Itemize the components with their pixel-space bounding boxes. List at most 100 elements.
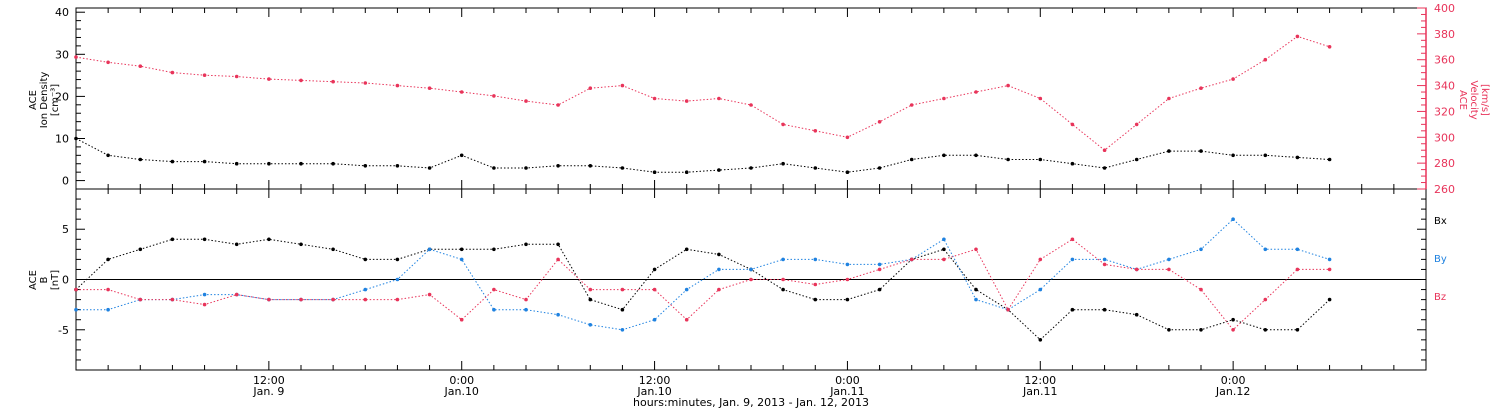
data-point-bz — [1038, 257, 1043, 262]
data-point-velocity — [524, 99, 528, 103]
data-point-density — [106, 153, 110, 158]
data-points — [74, 34, 1332, 342]
density-y-tick-label: 0 — [62, 175, 69, 188]
data-point-bz — [942, 257, 946, 262]
data-point-bx — [234, 242, 239, 247]
data-point-density — [524, 166, 528, 170]
data-point-density — [556, 164, 560, 168]
x-tick-date: Jan. 9 — [252, 385, 284, 398]
data-point-velocity — [781, 122, 785, 127]
velocity-y-tick-label: 300 — [1434, 131, 1455, 144]
data-point-bz — [974, 247, 978, 252]
x-tick-time: 12:00 — [253, 374, 285, 387]
data-point-bx — [652, 267, 657, 272]
data-point-bx — [717, 252, 721, 257]
data-point-density — [395, 164, 400, 168]
data-point-velocity — [845, 135, 850, 140]
data-point-bx — [524, 242, 528, 247]
data-point-bz — [620, 287, 625, 292]
data-point-by — [749, 267, 753, 272]
x-axis-label: hours:minutes, Jan. 9, 2013 - Jan. 12, 2… — [633, 396, 869, 409]
data-point-density — [1006, 157, 1010, 162]
data-point-velocity — [267, 77, 271, 81]
data-point-bz — [492, 287, 496, 292]
data-point-bz — [652, 287, 657, 292]
data-point-bx — [942, 247, 946, 252]
series-trace-velocity — [75, 35, 1330, 151]
data-point-by — [1327, 257, 1332, 262]
data-point-density — [331, 161, 335, 166]
data-point-density — [492, 166, 496, 170]
b-y-tick-label: 5 — [62, 223, 69, 236]
data-point-by — [459, 257, 464, 262]
data-point-density — [1102, 166, 1107, 170]
data-point-velocity — [234, 74, 239, 79]
data-point-velocity — [1102, 148, 1107, 152]
data-point-velocity — [74, 55, 78, 59]
b-ylabel-line2: B — [39, 276, 50, 283]
x-tick-date: Jan.12 — [1215, 385, 1250, 398]
data-point-by — [74, 307, 78, 312]
data-point-velocity — [363, 81, 368, 85]
series-trace-density — [75, 138, 1330, 173]
data-point-by — [363, 287, 368, 292]
x-tick-time: 0:00 — [1221, 374, 1246, 387]
data-point-bz — [234, 292, 239, 297]
data-point-by — [588, 323, 593, 327]
density-y-tick-label: 30 — [55, 48, 69, 61]
data-point-bx — [492, 247, 496, 252]
data-point-bx — [1199, 328, 1203, 332]
data-point-density — [267, 161, 271, 166]
data-point-velocity — [1134, 122, 1139, 127]
data-point-bx — [877, 287, 882, 292]
series-trace-bz — [76, 238, 1330, 331]
data-point-bx — [1102, 307, 1107, 312]
data-point-bx — [331, 247, 335, 252]
data-point-bz — [845, 277, 850, 282]
data-point-bz — [299, 297, 303, 302]
data-point-density — [974, 153, 978, 158]
data-point-bz — [267, 297, 271, 302]
data-point-density — [942, 153, 946, 158]
data-point-by — [395, 277, 400, 282]
x-tick-time: 12:00 — [1024, 374, 1056, 387]
data-point-bx — [267, 237, 271, 242]
data-point-bz — [1006, 307, 1010, 312]
data-point-by — [877, 262, 882, 267]
x-tick-date: Jan.10 — [443, 385, 478, 398]
data-point-bz — [1199, 287, 1203, 292]
data-point-by — [620, 328, 625, 332]
data-point-density — [1134, 157, 1139, 162]
data-point-bz — [717, 287, 721, 292]
data-point-by — [1102, 257, 1107, 262]
data-point-bz — [331, 297, 335, 302]
data-point-by — [717, 267, 721, 272]
data-point-velocity — [459, 90, 464, 94]
b-y-tick-label: 0 — [62, 274, 69, 287]
data-point-bx — [1070, 307, 1075, 312]
data-point-bz — [1070, 237, 1075, 242]
data-point-bx — [170, 237, 175, 242]
data-point-density — [877, 166, 882, 170]
data-point-by — [1167, 257, 1171, 262]
series-trace-bx — [75, 238, 1330, 341]
data-point-velocity — [1263, 57, 1268, 62]
data-point-velocity — [974, 90, 978, 94]
data-point-bx — [588, 297, 593, 302]
data-point-bx — [202, 237, 207, 242]
data-point-bz — [459, 317, 464, 322]
data-point-velocity — [492, 94, 496, 98]
data-point-density — [1295, 155, 1300, 160]
data-point-bz — [1263, 297, 1268, 302]
data-point-velocity — [1231, 77, 1235, 81]
x-tick-time: 12:00 — [639, 374, 671, 387]
data-point-bx — [1038, 338, 1043, 342]
data-point-by — [1295, 247, 1300, 252]
data-point-bz — [170, 297, 175, 302]
data-point-by — [202, 292, 207, 297]
data-point-by — [813, 257, 818, 262]
density-ylabel-line2: Ion Density — [39, 72, 50, 129]
data-point-velocity — [1070, 122, 1075, 127]
data-point-by — [524, 307, 528, 312]
